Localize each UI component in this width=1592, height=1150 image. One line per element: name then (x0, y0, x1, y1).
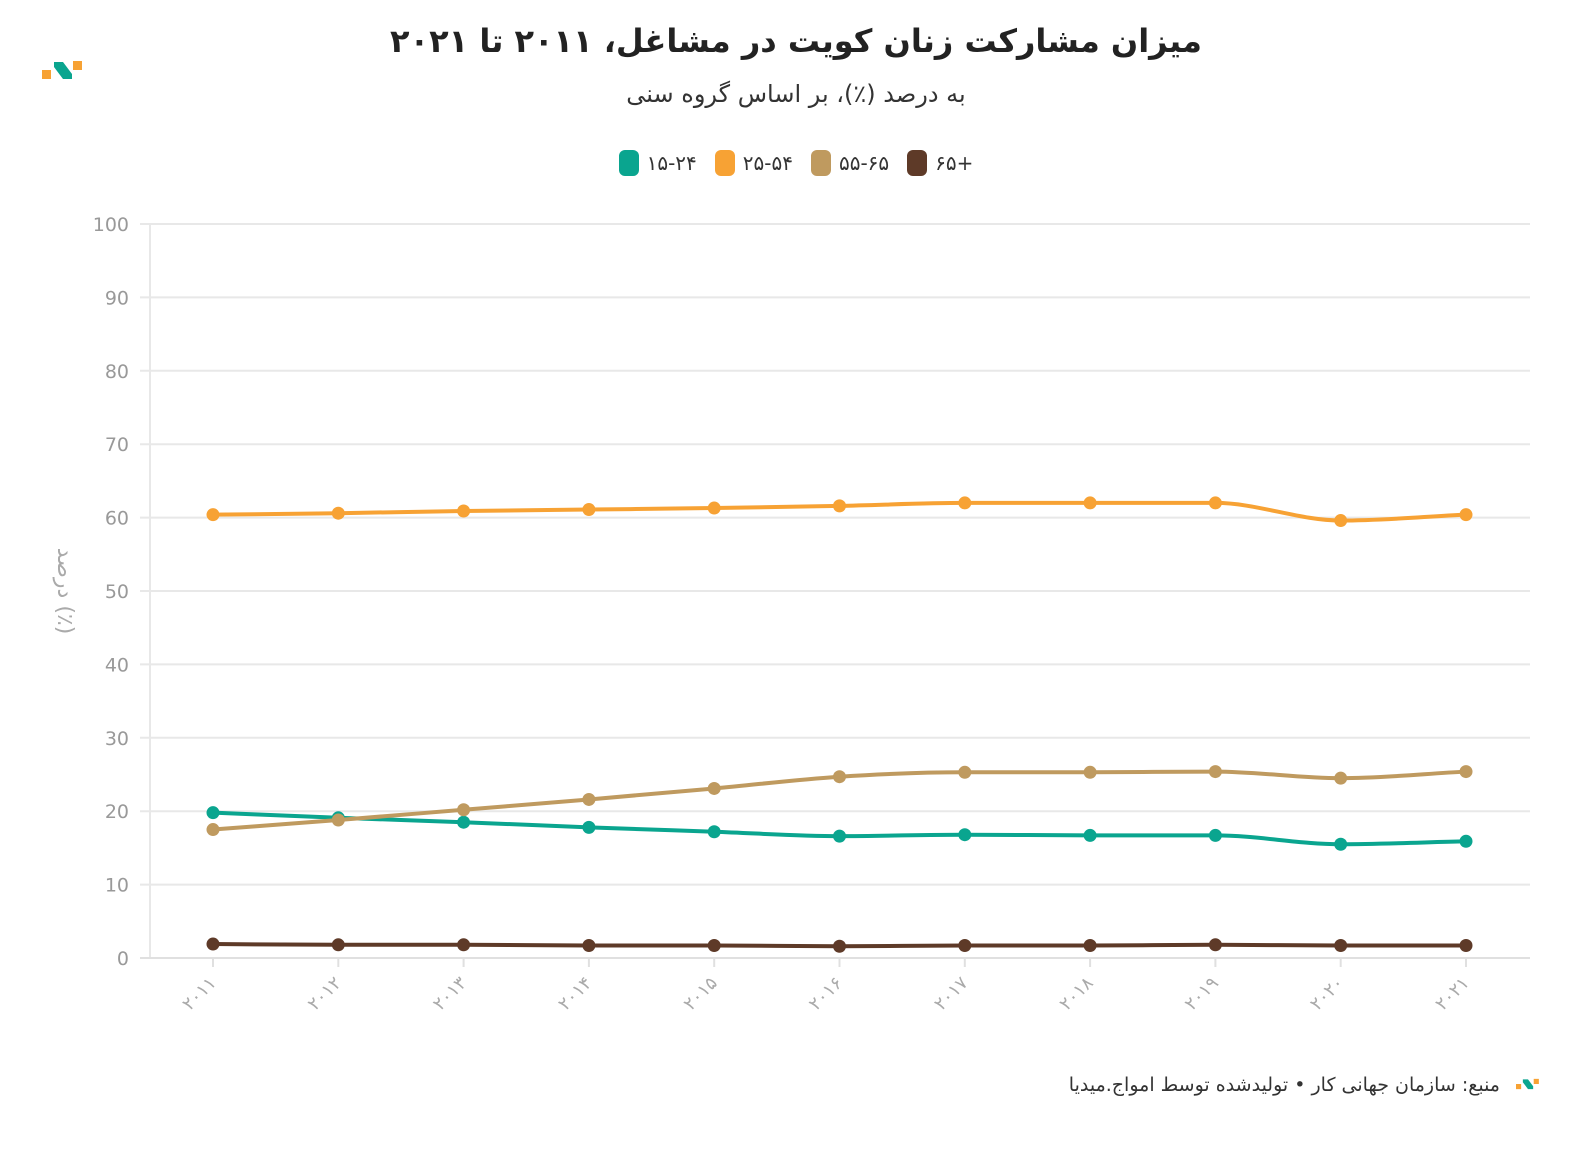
x-tick-label: ۲۰۱۲ (304, 973, 346, 1015)
y-tick-label: 40 (105, 654, 129, 676)
data-point[interactable] (331, 938, 345, 952)
chart-subtitle: به درصد (٪)، بر اساس گروه سنی (626, 80, 966, 108)
data-point[interactable] (1083, 828, 1097, 842)
data-point[interactable] (1208, 828, 1222, 842)
legend-label: ۲۵-۵۴ (742, 151, 793, 175)
data-point[interactable] (206, 508, 220, 522)
data-point[interactable] (1334, 939, 1348, 953)
data-point[interactable] (582, 792, 596, 806)
data-point[interactable] (206, 823, 220, 837)
data-point[interactable] (707, 825, 721, 839)
data-point[interactable] (958, 828, 972, 842)
x-tick-label: ۲۰۱۹ (1181, 973, 1223, 1015)
data-point[interactable] (833, 829, 846, 843)
series-3 (206, 765, 1473, 837)
y-tick-label: 60 (105, 508, 129, 530)
y-tick-label: 30 (105, 728, 129, 750)
legend-item-1[interactable]: ۱۵-۲۴ (618, 150, 697, 176)
data-point[interactable] (707, 501, 721, 515)
data-point[interactable] (206, 806, 220, 820)
series-1 (206, 806, 1473, 851)
x-tick-label: ۲۰۲۱ (1431, 973, 1473, 1015)
data-point[interactable] (833, 939, 846, 953)
x-tick-label: ۲۰۱۸ (1055, 972, 1097, 1014)
x-tick-label: ۲۰۱۳ (429, 972, 471, 1014)
y-tick-label: 20 (105, 801, 129, 823)
legend-swatch (618, 150, 639, 176)
data-point[interactable] (457, 504, 471, 518)
y-axis-ticks: 0 10 20 30 40 50 60 70 80 90 100 (93, 214, 129, 970)
source-note: منبع: سازمان جهانی کار • تولیدشده توسط ا… (1068, 1074, 1500, 1096)
legend-label: ۶۵+ (935, 151, 974, 175)
chart-title: میزان مشارکت زنان کویت در مشاغل، ۲۰۱۱ تا… (390, 22, 1202, 60)
grid-lines (140, 223, 1530, 886)
y-tick-label: 50 (105, 581, 129, 603)
data-point[interactable] (958, 765, 972, 779)
data-point[interactable] (1083, 496, 1097, 510)
legend-swatch (810, 150, 831, 176)
brand-logo (42, 61, 82, 79)
data-point[interactable] (457, 815, 471, 829)
data-point[interactable] (707, 781, 721, 795)
data-point[interactable] (331, 506, 345, 520)
data-point[interactable] (1459, 939, 1473, 953)
data-point[interactable] (1459, 834, 1473, 848)
data-point[interactable] (1208, 496, 1222, 510)
data-point[interactable] (582, 939, 596, 953)
data-point[interactable] (582, 503, 596, 517)
data-point[interactable] (1334, 837, 1348, 851)
legend: ۱۵-۲۴ ۲۵-۵۴ ۵۵-۶۵ ۶۵+ (0, 150, 1592, 176)
x-tick-label: ۲۰۱۶ (805, 973, 847, 1015)
data-point[interactable] (1334, 514, 1348, 528)
brand-logo-small (1516, 1078, 1539, 1090)
x-tick-label: ۲۰۱۴ (554, 973, 596, 1015)
x-tick-label: ۲۰۱۷ (930, 972, 972, 1014)
series (206, 496, 1473, 953)
y-tick-label: 10 (105, 875, 129, 897)
data-point[interactable] (1083, 939, 1097, 953)
axes (140, 224, 1530, 959)
y-tick-label: 70 (105, 434, 129, 456)
series-2 (206, 496, 1473, 528)
legend-swatch (714, 150, 735, 176)
data-point[interactable] (1459, 765, 1473, 779)
data-point[interactable] (707, 939, 721, 953)
series-4 (206, 937, 1473, 953)
data-point[interactable] (1334, 771, 1348, 785)
y-tick-label: 80 (105, 361, 129, 383)
data-point[interactable] (457, 803, 471, 817)
x-tick-label: ۲۰۱۱ (178, 973, 220, 1015)
data-point[interactable] (1208, 765, 1222, 779)
legend-item-4[interactable]: ۶۵+ (907, 150, 973, 176)
y-tick-label: 0 (117, 948, 129, 970)
data-point[interactable] (958, 496, 972, 510)
y-axis-label: درصد (٪) (52, 548, 77, 635)
legend-item-2[interactable]: ۲۵-۵۴ (714, 150, 793, 176)
data-point[interactable] (582, 820, 596, 834)
data-point[interactable] (1208, 938, 1222, 952)
x-axis-ticks: ۲۰۱۱ ۲۰۱۲ ۲۰۱۳ ۲۰۱۴ ۲۰۱۵ ۲۰۱۶ ۲۰۱۷ ۲۰۱۸ ۲۰۱۹ ۲۰۲۰… (178, 958, 1474, 1015)
data-point[interactable] (833, 499, 846, 513)
data-point[interactable] (206, 937, 220, 951)
legend-label: ۱۵-۲۴ (646, 151, 697, 175)
legend-item-3[interactable]: ۵۵-۶۵ (810, 150, 890, 176)
data-point[interactable] (958, 939, 972, 953)
data-point[interactable] (1459, 508, 1473, 522)
data-point[interactable] (331, 813, 345, 827)
data-point[interactable] (1083, 765, 1097, 779)
data-point[interactable] (457, 938, 471, 952)
legend-label: ۵۵-۶۵ (838, 151, 890, 175)
y-tick-label: 90 (105, 287, 129, 309)
x-tick-label: ۲۰۱۵ (680, 973, 722, 1015)
y-tick-label: 100 (93, 214, 129, 236)
legend-swatch (907, 150, 928, 176)
data-point[interactable] (833, 770, 846, 784)
x-tick-label: ۲۰۲۰ (1306, 973, 1348, 1015)
